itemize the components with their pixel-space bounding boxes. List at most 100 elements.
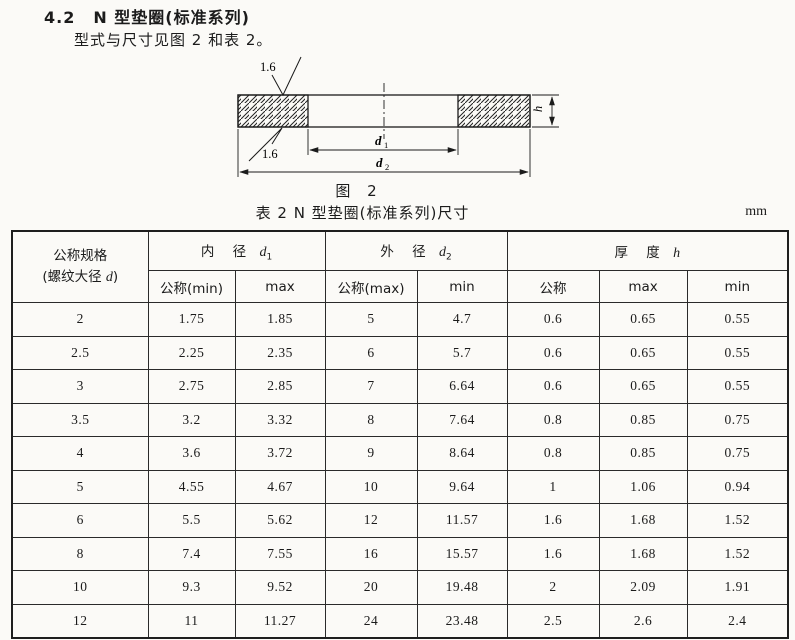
table-cell: 4.7 xyxy=(416,302,508,337)
figure-2: 1.6 1.6 d 1 d 2 xyxy=(225,55,565,180)
table-cell: 2.6 xyxy=(598,603,688,639)
table-cell: 2.75 xyxy=(147,369,236,404)
table-cell: 3.72 xyxy=(234,436,326,471)
table-cell: 4.67 xyxy=(234,469,326,504)
table-cell: 15.57 xyxy=(416,536,508,571)
header-h-max: max xyxy=(598,270,688,303)
table-cell: 23.48 xyxy=(416,603,508,639)
table-cell: 2.35 xyxy=(234,335,326,370)
table-cell: 0.65 xyxy=(598,369,688,404)
roughness-mark-top xyxy=(271,56,302,97)
table-cell: 1 xyxy=(506,469,600,504)
table-cell: 0.75 xyxy=(686,402,789,437)
table-caption: 表 2 N 型垫圈(标准系列)尺寸 xyxy=(255,204,470,222)
table-cell: 0.55 xyxy=(686,335,789,370)
header-d1-nominal-min: 公称(min) xyxy=(147,270,236,303)
table-caption-row: 表 2 N 型垫圈(标准系列)尺寸 mm xyxy=(0,202,795,224)
table-cell: 20 xyxy=(324,570,418,605)
table-cell: 3.32 xyxy=(234,402,326,437)
d1-label: d xyxy=(375,133,382,148)
table-cell: 11 xyxy=(147,603,236,639)
table-cell: 6 xyxy=(324,335,418,370)
table-cell: 2 xyxy=(11,302,149,337)
table-cell: 0.6 xyxy=(506,369,600,404)
table-cell: 4.55 xyxy=(147,469,236,504)
table-cell: 1.52 xyxy=(686,503,789,538)
table-row: 2 1.75 1.85 5 4.7 0.6 0.65 0.55 xyxy=(11,302,789,337)
table-cell: 0.8 xyxy=(506,436,600,471)
table-cell: 19.48 xyxy=(416,570,508,605)
table-cell: 7.4 xyxy=(147,536,236,571)
table-cell: 1.52 xyxy=(686,536,789,571)
table-cell: 2 xyxy=(506,570,600,605)
table-cell: 0.6 xyxy=(506,335,600,370)
table-cell: 1.85 xyxy=(234,302,326,337)
table-cell: 2.09 xyxy=(598,570,688,605)
table-row: 10 9.3 9.52 20 19.48 2 2.09 1.91 xyxy=(11,570,789,605)
table-cell: 12 xyxy=(11,603,149,639)
table-cell: 3.2 xyxy=(147,402,236,437)
washer-outline xyxy=(237,94,531,128)
d2-dimension xyxy=(237,129,531,177)
section-heading: 4.2 N 型垫圈(标准系列) xyxy=(44,4,250,28)
table-cell: 8 xyxy=(11,536,149,571)
table-cell: 2.25 xyxy=(147,335,236,370)
table-cell: 7.55 xyxy=(234,536,326,571)
table-cell: 1.75 xyxy=(147,302,236,337)
header-group-inner-diameter: 内 径 d1 xyxy=(147,230,326,271)
h-dimension xyxy=(532,94,559,128)
table-row: 5 4.55 4.67 10 9.64 1 1.06 0.94 xyxy=(11,469,789,504)
table-cell: 16 xyxy=(324,536,418,571)
section-title: N 型垫圈(标准系列) xyxy=(93,8,250,27)
table-cell: 1.6 xyxy=(506,503,600,538)
table-cell: 8.64 xyxy=(416,436,508,471)
table-cell: 3.6 xyxy=(147,436,236,471)
table-cell: 9 xyxy=(324,436,418,471)
table-row: 12 11 11.27 24 23.48 2.5 2.6 2.4 xyxy=(11,603,789,639)
table-cell: 1.68 xyxy=(598,503,688,538)
table-cell: 2.85 xyxy=(234,369,326,404)
table-cell: 5.62 xyxy=(234,503,326,538)
d2-subscript: 2 xyxy=(385,162,389,172)
roughness-value-top: 1.6 xyxy=(260,60,276,74)
table-cell: 8 xyxy=(324,402,418,437)
table-row: 8 7.4 7.55 16 15.57 1.6 1.68 1.52 xyxy=(11,536,789,571)
table-cell: 7.64 xyxy=(416,402,508,437)
washer-section-drawing: 1.6 1.6 d 1 d 2 xyxy=(237,56,559,177)
table-cell: 0.55 xyxy=(686,302,789,337)
table-cell: 5 xyxy=(324,302,418,337)
table-cell: 0.85 xyxy=(598,402,688,437)
table-cell: 5 xyxy=(11,469,149,504)
unit-label: mm xyxy=(745,204,767,219)
section-number: 4.2 xyxy=(44,8,76,27)
table-cell: 4 xyxy=(11,436,149,471)
header-d2-min: min xyxy=(416,270,508,303)
header-d2-nominal-max: 公称(max) xyxy=(324,270,418,303)
table-row: 6 5.5 5.62 12 11.57 1.6 1.68 1.52 xyxy=(11,503,789,538)
table-cell: 6.64 xyxy=(416,369,508,404)
h-label: h xyxy=(531,106,545,112)
table-row: 3.5 3.2 3.32 8 7.64 0.8 0.85 0.75 xyxy=(11,402,789,437)
table-cell: 10 xyxy=(11,570,149,605)
hatched-section-left xyxy=(237,94,309,128)
table-cell: 5.7 xyxy=(416,335,508,370)
roughness-value-bottom: 1.6 xyxy=(262,147,278,161)
header-nominal-spec: 公称规格 (螺纹大径 d) xyxy=(11,230,149,303)
table-cell: 3.5 xyxy=(11,402,149,437)
table-cell: 7 xyxy=(324,369,418,404)
header-nominal-spec-line1: 公称规格 xyxy=(53,247,108,264)
header-d1-max: max xyxy=(234,270,326,303)
table-cell: 1.68 xyxy=(598,536,688,571)
table-cell: 1.6 xyxy=(506,536,600,571)
table-cell: 0.65 xyxy=(598,335,688,370)
table-cell: 0.65 xyxy=(598,302,688,337)
dimension-table: 公称规格 (螺纹大径 d) 内 径 d1 外 径 d2 厚 度 h xyxy=(11,230,790,639)
roughness-mark-bottom xyxy=(248,127,283,162)
header-group-thickness: 厚 度 h xyxy=(506,230,789,271)
header-h-min: min xyxy=(686,270,789,303)
table-cell: 12 xyxy=(324,503,418,538)
table-row: 2.5 2.25 2.35 6 5.7 0.6 0.65 0.55 xyxy=(11,335,789,370)
table-cell: 10 xyxy=(324,469,418,504)
table-cell: 0.94 xyxy=(686,469,789,504)
